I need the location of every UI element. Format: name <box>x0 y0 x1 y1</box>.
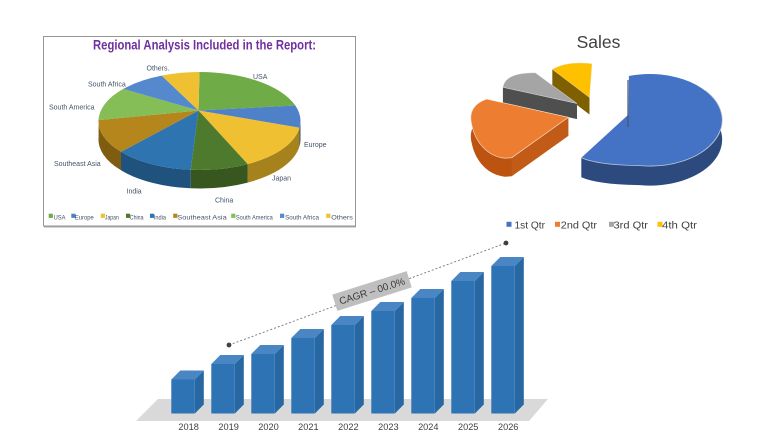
svg-text:Southeast Asia: Southeast Asia <box>177 214 227 221</box>
svg-text:Southeast Asia: Southeast Asia <box>54 161 101 168</box>
svg-text:South America: South America <box>49 105 95 112</box>
svg-text:South America: South America <box>236 214 273 221</box>
svg-text:Regional Analysis Included in: Regional Analysis Included in the Report… <box>93 37 316 53</box>
svg-text:2020: 2020 <box>258 422 278 432</box>
svg-text:Others: Others <box>331 214 353 221</box>
svg-text:2021: 2021 <box>298 422 318 432</box>
svg-text:2024: 2024 <box>418 422 438 432</box>
svg-text:Japan: Japan <box>105 214 119 221</box>
svg-text:Japan: Japan <box>272 176 291 183</box>
svg-text:India: India <box>127 189 142 196</box>
svg-text:China: China <box>215 198 233 205</box>
svg-text:Sales: Sales <box>577 32 621 52</box>
svg-text:South Africa: South Africa <box>285 214 319 221</box>
svg-text:India: India <box>154 214 167 221</box>
svg-text:Others.: Others. <box>147 66 170 73</box>
svg-text:1st Qtr: 1st Qtr <box>515 221 546 232</box>
svg-text:USA: USA <box>253 74 268 81</box>
svg-text:3rd Qtr: 3rd Qtr <box>614 221 649 232</box>
svg-text:Europe: Europe <box>304 142 327 149</box>
svg-text:2023: 2023 <box>378 422 398 432</box>
svg-text:2026: 2026 <box>498 422 518 432</box>
svg-text:2025: 2025 <box>458 422 478 432</box>
svg-text:4th Qtr: 4th Qtr <box>662 221 698 232</box>
svg-text:2nd Qtr: 2nd Qtr <box>561 221 598 232</box>
svg-text:China: China <box>130 214 144 221</box>
svg-text:2018: 2018 <box>178 422 198 432</box>
svg-text:2019: 2019 <box>218 422 238 432</box>
svg-text:Europe: Europe <box>75 214 94 221</box>
svg-text:2022: 2022 <box>338 422 358 432</box>
svg-text:South Africa: South Africa <box>88 82 126 89</box>
svg-text:USA: USA <box>54 214 66 221</box>
